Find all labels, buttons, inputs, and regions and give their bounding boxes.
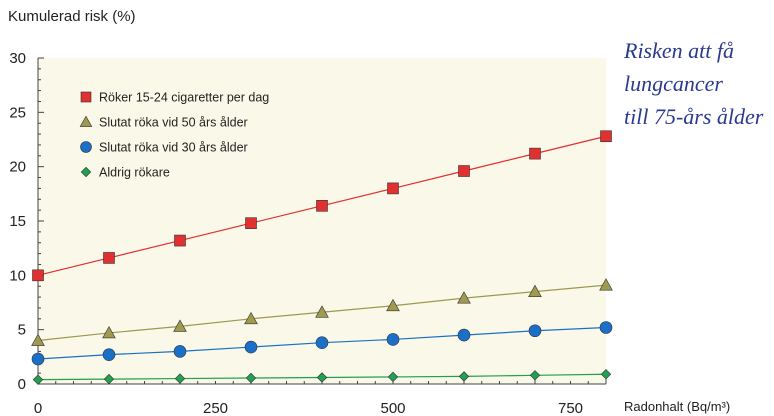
data-point-roker-15-24-cigaretter-per-dag xyxy=(174,234,186,247)
data-point-aldrig-rokare xyxy=(387,371,399,383)
data-point-slutat-roka-vid-30-ars-alder xyxy=(173,345,187,358)
data-point-slutat-roka-vid-50-ars-alder xyxy=(244,311,258,325)
data-point-slutat-roka-vid-50-ars-alder xyxy=(457,291,471,304)
plot-area xyxy=(38,58,606,384)
legend-label: Röker 15-24 cigaretter per dag xyxy=(99,91,269,105)
data-point-roker-15-24-cigaretter-per-dag xyxy=(245,217,257,229)
data-point-aldrig-rokare xyxy=(103,373,115,385)
data-point-aldrig-rokare xyxy=(32,374,44,385)
data-point-roker-15-24-cigaretter-per-dag xyxy=(529,147,541,160)
x-tick-label: 0 xyxy=(34,400,42,416)
y-tick-label: 15 xyxy=(9,213,26,230)
data-point-slutat-roka-vid-50-ars-alder xyxy=(528,284,542,297)
data-point-slutat-roka-vid-50-ars-alder xyxy=(31,333,45,346)
side-note: Risken att få lungcancer till 75-års åld… xyxy=(624,34,774,133)
x-axis-label: Radonhalt (Bq/m³) xyxy=(624,399,731,414)
data-point-aldrig-rokare xyxy=(245,372,257,384)
data-point-slutat-roka-vid-50-ars-alder xyxy=(173,319,187,332)
side-note-line-1: Risken att få xyxy=(624,38,734,63)
data-point-slutat-roka-vid-30-ars-alder xyxy=(599,321,613,334)
legend: Röker 15-24 cigaretter per dag Slutat rök… xyxy=(79,91,269,180)
data-point-aldrig-rokare xyxy=(174,373,186,384)
data-point-slutat-roka-vid-30-ars-alder xyxy=(102,348,116,361)
legend-label: Slutat röka vid 30 års ålder xyxy=(99,141,248,155)
data-point-slutat-roka-vid-30-ars-alder xyxy=(528,324,542,338)
data-point-slutat-roka-vid-50-ars-alder xyxy=(315,305,329,318)
y-tick-label: 0 xyxy=(18,376,26,393)
data-point-roker-15-24-cigaretter-per-dag xyxy=(32,269,44,282)
legend-marker-slutat-roka-vid-50-ars-alder xyxy=(79,115,93,127)
data-point-aldrig-rokare xyxy=(316,372,328,383)
legend-label: Slutat röka vid 50 års ålder xyxy=(99,116,248,130)
side-note-line-2: lungcancer xyxy=(624,71,723,96)
x-tick-label: 250 xyxy=(203,400,228,416)
x-tick-label: 500 xyxy=(380,400,405,416)
legend-marker-roker-15-24-cigaretter-per-dag xyxy=(80,91,92,103)
data-point-aldrig-rokare xyxy=(600,369,612,380)
data-point-roker-15-24-cigaretter-per-dag xyxy=(458,165,470,177)
data-point-roker-15-24-cigaretter-per-dag xyxy=(600,130,612,143)
y-tick-label: 10 xyxy=(9,267,26,284)
legend-marker-aldrig-rokare xyxy=(80,166,92,178)
data-point-roker-15-24-cigaretter-per-dag xyxy=(387,182,399,195)
data-point-slutat-roka-vid-30-ars-alder xyxy=(244,340,258,354)
data-point-roker-15-24-cigaretter-per-dag xyxy=(316,199,328,212)
side-note-line-3: till 75-års ålder xyxy=(624,104,764,129)
data-point-aldrig-rokare xyxy=(458,371,470,382)
y-axis-label: Kumulerad risk (%) xyxy=(8,8,136,25)
data-point-slutat-roka-vid-30-ars-alder xyxy=(31,352,45,366)
y-tick-label: 25 xyxy=(9,104,26,121)
x-tick-label: 750 xyxy=(558,400,583,416)
y-tick-label: 30 xyxy=(9,50,26,67)
data-point-slutat-roka-vid-50-ars-alder xyxy=(102,325,116,339)
legend-marker-slutat-roka-vid-30-ars-alder xyxy=(80,141,92,153)
data-point-slutat-roka-vid-50-ars-alder xyxy=(386,298,400,312)
data-point-slutat-roka-vid-30-ars-alder xyxy=(386,333,400,346)
data-point-slutat-roka-vid-30-ars-alder xyxy=(457,328,471,342)
data-point-slutat-roka-vid-30-ars-alder xyxy=(315,336,329,350)
legend-label: Aldrig rökare xyxy=(99,166,170,180)
y-tick-label: 20 xyxy=(9,159,26,176)
data-point-slutat-roka-vid-50-ars-alder xyxy=(599,278,613,291)
y-tick-label: 5 xyxy=(18,322,26,339)
data-point-roker-15-24-cigaretter-per-dag xyxy=(103,252,115,264)
data-point-aldrig-rokare xyxy=(529,370,541,381)
